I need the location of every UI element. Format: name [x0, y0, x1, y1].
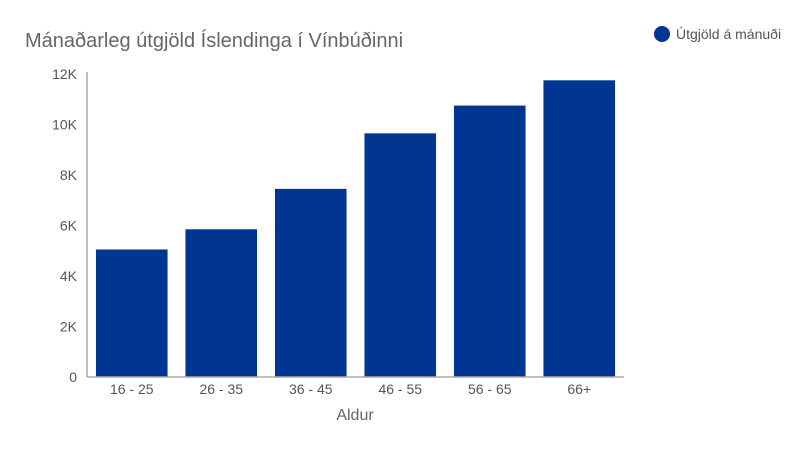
x-tick-label: 26 - 35	[199, 381, 243, 397]
y-axis-ticks: 0 2K 4K 6K 8K 10K 12K	[52, 66, 78, 385]
y-tick-label: 10K	[52, 117, 78, 133]
legend-swatch	[654, 26, 670, 42]
y-tick-label: 0	[69, 369, 77, 385]
bar[interactable]	[543, 80, 616, 377]
bars	[95, 80, 616, 377]
y-tick-label: 4K	[60, 268, 78, 284]
y-tick-label: 6K	[60, 218, 78, 234]
legend-label: Útgjöld á mánuði	[676, 26, 781, 42]
x-tick-label: 56 - 65	[468, 381, 512, 397]
x-tick-label: 66+	[567, 381, 591, 397]
x-axis-ticks: 16 - 25 26 - 35 36 - 45 46 - 55 56 - 65 66+	[110, 381, 591, 397]
legend[interactable]: Útgjöld á mánuði	[654, 26, 781, 42]
bar[interactable]	[453, 105, 526, 377]
bar[interactable]	[274, 188, 347, 377]
x-tick-label: 36 - 45	[289, 381, 333, 397]
y-tick-label: 8K	[60, 167, 78, 183]
bar[interactable]	[364, 133, 437, 377]
y-tick-label: 2K	[60, 319, 78, 335]
x-axis-title: Aldur	[336, 407, 374, 424]
bar[interactable]	[95, 249, 168, 377]
bar[interactable]	[185, 229, 258, 377]
chart-title: Mánaðarleg útgjöld Íslendinga í Vínbúðin…	[25, 29, 403, 52]
x-tick-label: 46 - 55	[378, 381, 422, 397]
y-tick-label: 12K	[52, 66, 78, 82]
x-tick-label: 16 - 25	[110, 381, 154, 397]
